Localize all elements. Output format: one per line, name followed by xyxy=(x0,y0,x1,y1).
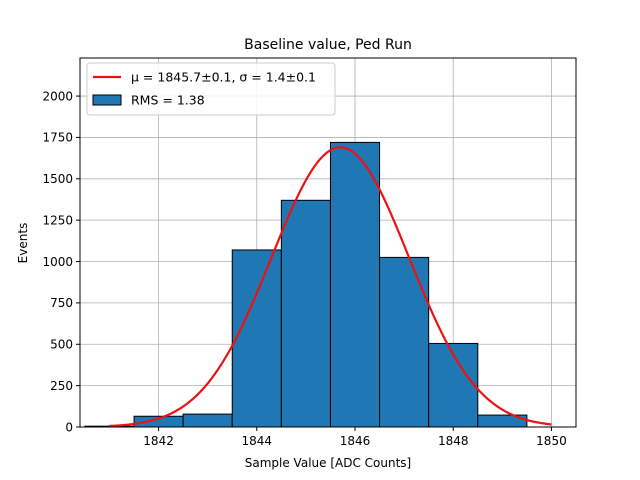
y-tick-label: 2000 xyxy=(42,89,73,103)
y-tick-label: 1500 xyxy=(42,172,73,186)
gaussian-fit-curve xyxy=(109,146,552,428)
y-tick-label: 250 xyxy=(50,379,73,393)
legend-box xyxy=(86,62,336,116)
y-tick-label: 750 xyxy=(50,296,73,310)
y-axis-ticks: 0 250 500 750 1000 1250 1500 1750 2000 xyxy=(42,89,80,434)
legend-fit-label: μ = 1845.7±0.1, σ = 1.4±0.1 xyxy=(131,70,316,85)
y-axis-label: Events xyxy=(16,223,30,264)
legend-rms-patch xyxy=(92,94,122,106)
histogram-bar xyxy=(182,413,233,428)
x-tick-label: 1848 xyxy=(438,434,469,448)
x-tick-label: 1842 xyxy=(143,434,174,448)
histogram-bar xyxy=(280,199,331,428)
histogram-bars xyxy=(84,141,528,428)
histogram-bar xyxy=(379,256,430,428)
plot-area-frame xyxy=(79,57,577,428)
chart-title: Baseline value, Ped Run xyxy=(244,37,412,53)
y-tick-label: 1000 xyxy=(42,255,73,269)
histogram-bar xyxy=(329,141,381,428)
x-axis-ticks: 1842 1844 1846 1848 1850 xyxy=(143,427,567,448)
x-tick-label: 1844 xyxy=(242,434,273,448)
histogram-bar xyxy=(231,249,282,428)
y-tick-label: 1750 xyxy=(42,131,73,145)
y-tick-label: 500 xyxy=(50,338,73,352)
legend-rms-label: RMS = 1.38 xyxy=(131,93,205,108)
y-tick-label: 1250 xyxy=(42,213,73,227)
x-tick-label: 1846 xyxy=(340,434,371,448)
x-tick-label: 1850 xyxy=(536,434,567,448)
legend: μ = 1845.7±0.1, σ = 1.4±0.1 RMS = 1.38 xyxy=(86,62,336,116)
y-tick-label: 0 xyxy=(65,420,73,434)
x-axis-label: Sample Value [ADC Counts] xyxy=(245,456,411,470)
